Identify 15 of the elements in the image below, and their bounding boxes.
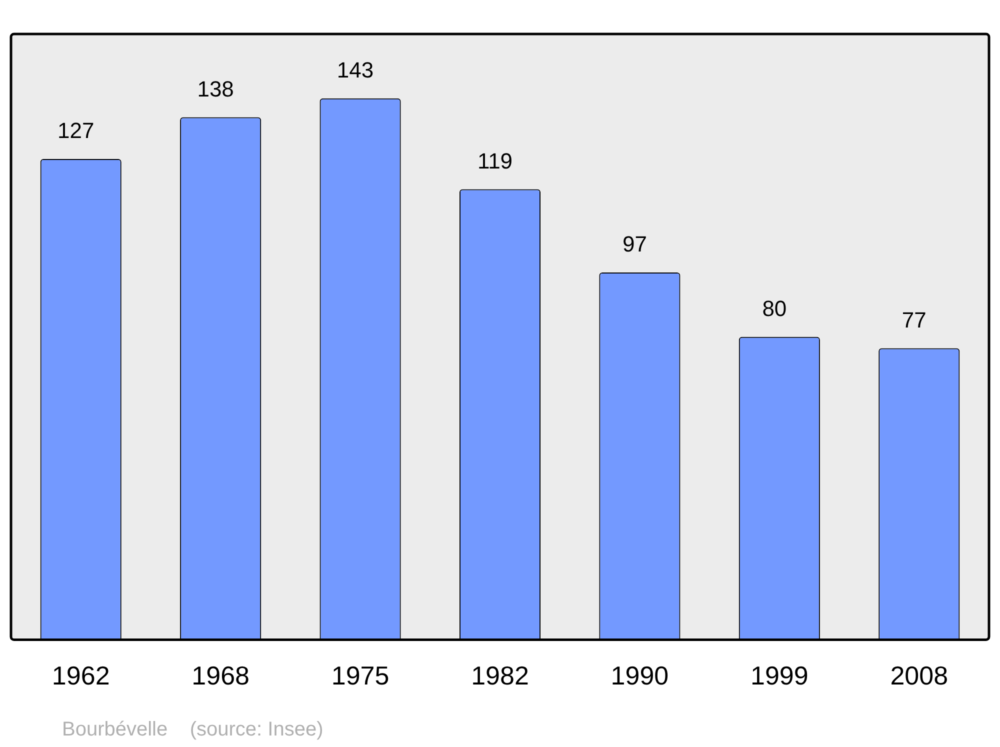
data-label: 80 (762, 296, 787, 321)
text: Bourbévelle (source: Insee) (62, 718, 324, 741)
x-tick-label: 1982 (471, 660, 529, 691)
data-label: 97 (622, 232, 647, 257)
x-tick-label: 2008 (890, 660, 948, 691)
data-label: 119 (477, 148, 513, 174)
data-label: 127 (58, 118, 94, 144)
x-tick-label: 1962 (52, 660, 110, 691)
x-tick-label: 1975 (331, 660, 390, 691)
x-tick-label: 1990 (610, 660, 669, 691)
x-tick-label: 1968 (192, 660, 250, 691)
x-tick-label: 1999 (750, 660, 808, 691)
data-label: 143 (336, 57, 374, 82)
data-label: 77 (902, 307, 926, 332)
data-label: 138 (197, 76, 234, 102)
